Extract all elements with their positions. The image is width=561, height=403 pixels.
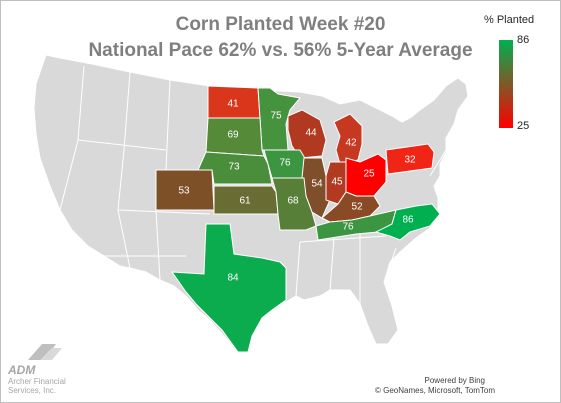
label-missouri: 68 xyxy=(287,196,299,207)
state-south-dakota[interactable] xyxy=(205,117,265,157)
state-pennsylvania[interactable] xyxy=(385,143,435,175)
label-michigan: 42 xyxy=(345,138,357,149)
label-wisconsin: 44 xyxy=(305,128,317,139)
colored-states xyxy=(155,85,441,353)
adm-logo-icon xyxy=(28,344,62,360)
state-wisconsin[interactable] xyxy=(287,109,327,159)
label-iowa: 76 xyxy=(279,158,291,169)
label-north-carolina: 86 xyxy=(402,215,414,226)
label-ohio: 25 xyxy=(363,169,375,180)
logo-company-line2: Services, Inc. xyxy=(8,386,57,395)
legend-color-scale xyxy=(499,40,513,128)
label-tennessee: 76 xyxy=(342,222,354,233)
state-borders xyxy=(59,65,447,304)
map-title: Corn Planted Week #20 xyxy=(175,14,386,35)
state-north-carolina[interactable] xyxy=(374,203,441,241)
legend-max-label: 86 xyxy=(517,34,530,46)
state-labels: 41 75 44 42 69 73 76 54 45 25 32 53 61 6… xyxy=(178,99,416,284)
label-south-dakota: 69 xyxy=(227,130,239,141)
label-pennsylvania: 32 xyxy=(404,155,416,166)
state-missouri[interactable] xyxy=(271,177,317,231)
label-minnesota: 75 xyxy=(270,111,282,122)
label-texas: 84 xyxy=(227,273,239,284)
powered-by-credit: Powered by Bing xyxy=(424,376,485,385)
logo-company-line1: Archer Financial xyxy=(8,377,66,386)
label-illinois: 54 xyxy=(311,179,323,190)
map-data-credit: © GeoNames, Microsoft, TomTom xyxy=(375,386,495,395)
label-kansas: 61 xyxy=(239,196,251,207)
label-indiana: 45 xyxy=(331,177,343,188)
label-kentucky: 52 xyxy=(351,202,363,213)
state-michigan[interactable] xyxy=(333,113,363,165)
label-north-dakota: 41 xyxy=(227,99,239,110)
label-nebraska: 73 xyxy=(228,162,240,173)
label-colorado: 53 xyxy=(178,186,190,197)
legend-title: % Planted xyxy=(484,14,535,26)
map-subtitle: National Pace 62% vs. 56% 5-Year Average xyxy=(88,40,473,61)
state-texas[interactable] xyxy=(170,223,287,353)
adm-logo-text: ADM xyxy=(8,363,36,377)
legend-min-label: 25 xyxy=(517,120,530,132)
